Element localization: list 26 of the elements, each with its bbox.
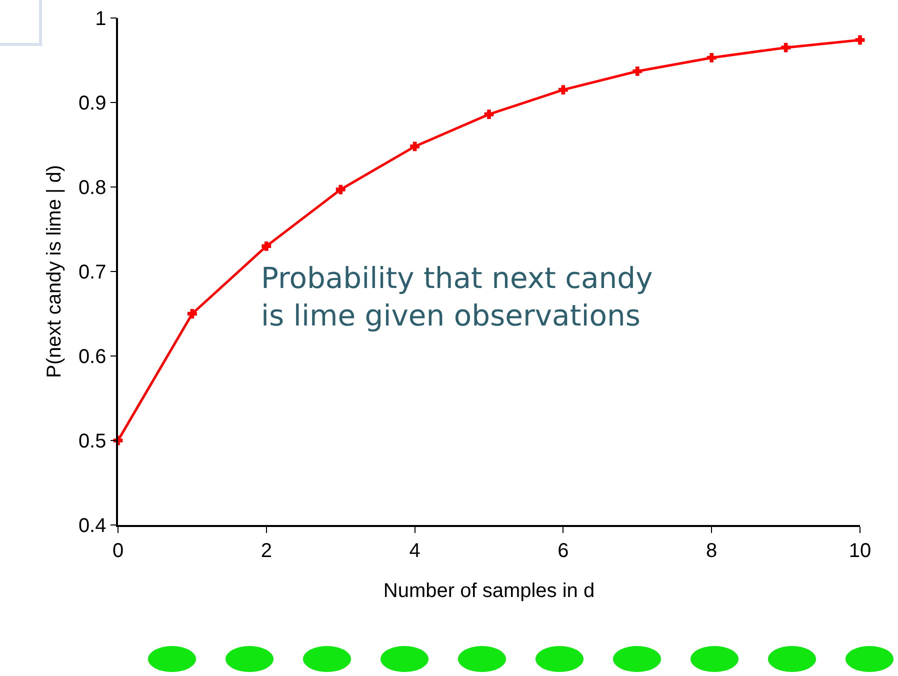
y-tick-label: 0.9 — [78, 92, 106, 114]
x-axis-title: Number of samples in d — [383, 580, 595, 602]
x-tick-label: 0 — [112, 540, 124, 562]
point — [336, 184, 346, 194]
point — [781, 42, 790, 52]
y-tick-label: 0.5 — [78, 430, 106, 452]
point — [484, 110, 494, 120]
x-tick-label: 6 — [558, 540, 569, 562]
x-tick-label: 8 — [706, 540, 718, 562]
y-tick-label: 1 — [95, 8, 106, 30]
annotation: Probability that next candy is lime given observations — [261, 261, 653, 333]
point — [706, 53, 716, 62]
point — [855, 35, 865, 45]
point — [558, 85, 568, 95]
point — [410, 142, 420, 152]
point — [188, 309, 197, 318]
point — [262, 241, 272, 251]
x-tick-label: 2 — [260, 540, 272, 562]
y-tick-label: 0.4 — [78, 515, 106, 537]
x-tick-label: 10 — [848, 540, 872, 562]
y-tick-label: 0.8 — [78, 177, 106, 199]
x-tick-label: 4 — [409, 540, 420, 562]
y-tick-label: 0.7 — [78, 262, 106, 284]
y-axis-title: P(next candy is lime | d) — [43, 164, 66, 378]
point — [632, 66, 642, 76]
y-tick-label: 0.6 — [78, 346, 106, 368]
